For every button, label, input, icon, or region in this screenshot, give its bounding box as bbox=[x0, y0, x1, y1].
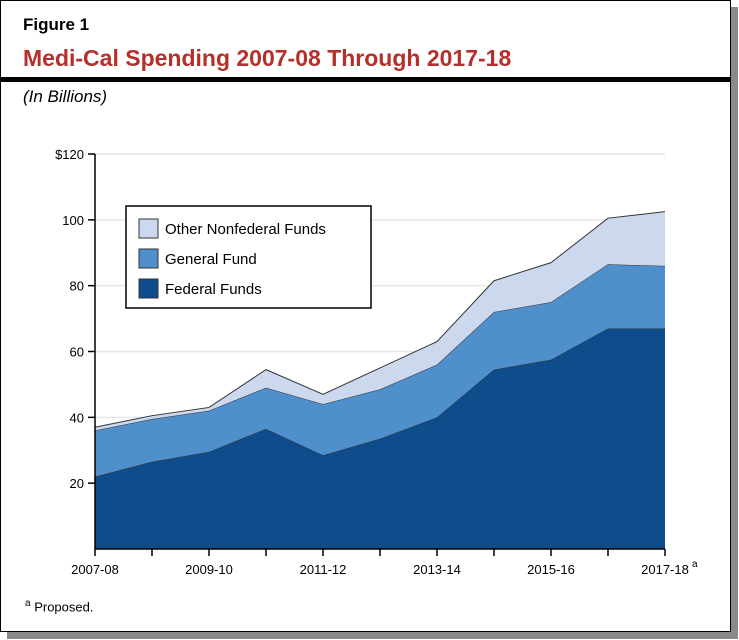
legend-swatch bbox=[138, 248, 159, 269]
footnote-marker: a bbox=[25, 598, 31, 609]
footnote: a Proposed. bbox=[25, 598, 93, 614]
y-tick-label: 80 bbox=[70, 279, 84, 294]
legend-box bbox=[125, 205, 372, 309]
chart-title: Medi-Cal Spending 2007-08 Through 2017-1… bbox=[23, 45, 512, 71]
x-tick-label: 2017-18 bbox=[641, 562, 689, 577]
legend-label: Federal Funds bbox=[165, 281, 262, 298]
y-tick-label: $120 bbox=[55, 147, 84, 162]
series-line-other-nonfederal-funds bbox=[94, 211, 666, 428]
y-tick-label: 20 bbox=[70, 476, 84, 491]
figure-label: Figure 1 bbox=[23, 15, 90, 34]
header-rule bbox=[1, 77, 730, 82]
legend-label: Other Nonfederal Funds bbox=[165, 221, 326, 238]
x-tick-label: 2011-12 bbox=[300, 562, 347, 577]
y-tick-label: 60 bbox=[70, 345, 84, 360]
area-other-nonfederal-funds bbox=[95, 211, 665, 431]
y-tick-label: 100 bbox=[62, 213, 84, 228]
x-tick-label: 2009-10 bbox=[185, 562, 233, 577]
x-tick-label: 2007-08 bbox=[71, 562, 119, 577]
legend-swatch bbox=[138, 278, 159, 299]
x-tick-superscript: a bbox=[692, 559, 698, 570]
footnote-text: Proposed. bbox=[34, 599, 94, 615]
x-tick-label: 2015-16 bbox=[527, 562, 575, 577]
legend-label: General Fund bbox=[165, 251, 257, 268]
area-general-fund bbox=[95, 264, 665, 477]
x-tick-label: 2013-14 bbox=[413, 562, 461, 577]
y-axis-unit-label: (In Billions) bbox=[23, 87, 108, 106]
y-tick-label: 40 bbox=[70, 410, 84, 425]
legend-swatch bbox=[138, 218, 159, 239]
